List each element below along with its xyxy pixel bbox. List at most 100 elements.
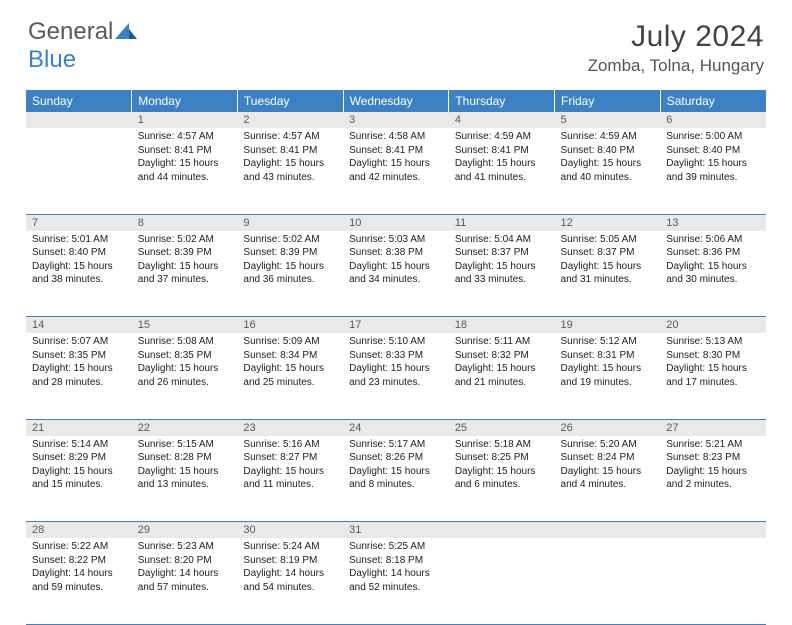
sunrise-text: Sunrise: 5:15 AM: [138, 438, 232, 452]
daylight-text: Daylight: 15 hours and 19 minutes.: [561, 362, 655, 389]
daynum-row: 78910111213: [26, 214, 766, 231]
weekday-header-row: Sunday Monday Tuesday Wednesday Thursday…: [26, 90, 766, 112]
sunset-text: Sunset: 8:40 PM: [561, 144, 655, 158]
calendar-table: Sunday Monday Tuesday Wednesday Thursday…: [26, 90, 766, 625]
sunset-text: Sunset: 8:41 PM: [349, 144, 443, 158]
day-number: 22: [132, 419, 238, 436]
sunset-text: Sunset: 8:24 PM: [561, 451, 655, 465]
day-number: [555, 522, 661, 539]
day-number: 7: [26, 214, 132, 231]
day-cell: Sunrise: 5:04 AMSunset: 8:37 PMDaylight:…: [449, 231, 555, 317]
daylight-text: Daylight: 15 hours and 26 minutes.: [138, 362, 232, 389]
sunset-text: Sunset: 8:41 PM: [138, 144, 232, 158]
sunrise-text: Sunrise: 5:22 AM: [32, 540, 126, 554]
day-cell: Sunrise: 4:57 AMSunset: 8:41 PMDaylight:…: [132, 128, 238, 214]
weekday-header: Tuesday: [237, 90, 343, 112]
day-cell: Sunrise: 5:20 AMSunset: 8:24 PMDaylight:…: [555, 436, 661, 522]
day-cell: Sunrise: 5:09 AMSunset: 8:34 PMDaylight:…: [237, 333, 343, 419]
day-cell: Sunrise: 5:01 AMSunset: 8:40 PMDaylight:…: [26, 231, 132, 317]
day-number: 6: [660, 112, 766, 128]
daylight-text: Daylight: 15 hours and 13 minutes.: [138, 465, 232, 492]
logo-text-2: Blue: [28, 46, 76, 74]
day-number: 26: [555, 419, 661, 436]
daylight-text: Daylight: 14 hours and 59 minutes.: [32, 567, 126, 594]
sunrise-text: Sunrise: 5:10 AM: [349, 335, 443, 349]
day-cell: Sunrise: 5:15 AMSunset: 8:28 PMDaylight:…: [132, 436, 238, 522]
day-cell: Sunrise: 5:02 AMSunset: 8:39 PMDaylight:…: [132, 231, 238, 317]
daylight-text: Daylight: 15 hours and 31 minutes.: [561, 260, 655, 287]
day-cell: [555, 538, 661, 624]
sunset-text: Sunset: 8:19 PM: [243, 554, 337, 568]
sunset-text: Sunset: 8:37 PM: [455, 246, 549, 260]
sunset-text: Sunset: 8:37 PM: [561, 246, 655, 260]
day-number: 17: [343, 317, 449, 334]
logo-triangle-icon: [115, 20, 137, 44]
day-number: 20: [660, 317, 766, 334]
sunset-text: Sunset: 8:39 PM: [243, 246, 337, 260]
day-number: 23: [237, 419, 343, 436]
day-number: 2: [237, 112, 343, 128]
day-number: 18: [449, 317, 555, 334]
sunset-text: Sunset: 8:20 PM: [138, 554, 232, 568]
weekday-header: Monday: [132, 90, 238, 112]
day-cell: Sunrise: 5:25 AMSunset: 8:18 PMDaylight:…: [343, 538, 449, 624]
daynum-row: 21222324252627: [26, 419, 766, 436]
sunrise-text: Sunrise: 5:02 AM: [138, 233, 232, 247]
logo: General: [28, 20, 137, 44]
day-cell: Sunrise: 5:16 AMSunset: 8:27 PMDaylight:…: [237, 436, 343, 522]
sunset-text: Sunset: 8:41 PM: [455, 144, 549, 158]
daynum-row: 123456: [26, 112, 766, 128]
day-cell: Sunrise: 5:11 AMSunset: 8:32 PMDaylight:…: [449, 333, 555, 419]
sunset-text: Sunset: 8:29 PM: [32, 451, 126, 465]
day-cell: Sunrise: 5:03 AMSunset: 8:38 PMDaylight:…: [343, 231, 449, 317]
day-number: 21: [26, 419, 132, 436]
week-row: Sunrise: 5:22 AMSunset: 8:22 PMDaylight:…: [26, 538, 766, 624]
daylight-text: Daylight: 15 hours and 2 minutes.: [666, 465, 760, 492]
daynum-row: 14151617181920: [26, 317, 766, 334]
day-number: 15: [132, 317, 238, 334]
sunset-text: Sunset: 8:32 PM: [455, 349, 549, 363]
day-cell: Sunrise: 4:57 AMSunset: 8:41 PMDaylight:…: [237, 128, 343, 214]
daylight-text: Daylight: 15 hours and 38 minutes.: [32, 260, 126, 287]
sunset-text: Sunset: 8:34 PM: [243, 349, 337, 363]
sunset-text: Sunset: 8:27 PM: [243, 451, 337, 465]
day-cell: Sunrise: 5:22 AMSunset: 8:22 PMDaylight:…: [26, 538, 132, 624]
day-number: 10: [343, 214, 449, 231]
day-number: [660, 522, 766, 539]
sunset-text: Sunset: 8:36 PM: [666, 246, 760, 260]
day-number: [449, 522, 555, 539]
daylight-text: Daylight: 15 hours and 8 minutes.: [349, 465, 443, 492]
sunset-text: Sunset: 8:35 PM: [32, 349, 126, 363]
sunrise-text: Sunrise: 4:57 AM: [138, 130, 232, 144]
week-row: Sunrise: 5:01 AMSunset: 8:40 PMDaylight:…: [26, 231, 766, 317]
sunrise-text: Sunrise: 5:13 AM: [666, 335, 760, 349]
sunrise-text: Sunrise: 5:21 AM: [666, 438, 760, 452]
sunrise-text: Sunrise: 5:25 AM: [349, 540, 443, 554]
weekday-header: Thursday: [449, 90, 555, 112]
sunset-text: Sunset: 8:33 PM: [349, 349, 443, 363]
sunrise-text: Sunrise: 5:20 AM: [561, 438, 655, 452]
sunrise-text: Sunrise: 5:12 AM: [561, 335, 655, 349]
daylight-text: Daylight: 15 hours and 11 minutes.: [243, 465, 337, 492]
daylight-text: Daylight: 15 hours and 21 minutes.: [455, 362, 549, 389]
day-cell: Sunrise: 5:12 AMSunset: 8:31 PMDaylight:…: [555, 333, 661, 419]
sunrise-text: Sunrise: 5:03 AM: [349, 233, 443, 247]
sunset-text: Sunset: 8:38 PM: [349, 246, 443, 260]
daylight-text: Daylight: 15 hours and 42 minutes.: [349, 157, 443, 184]
daylight-text: Daylight: 15 hours and 40 minutes.: [561, 157, 655, 184]
daylight-text: Daylight: 15 hours and 4 minutes.: [561, 465, 655, 492]
day-cell: Sunrise: 5:13 AMSunset: 8:30 PMDaylight:…: [660, 333, 766, 419]
day-number: 30: [237, 522, 343, 539]
day-number: 31: [343, 522, 449, 539]
day-cell: Sunrise: 5:02 AMSunset: 8:39 PMDaylight:…: [237, 231, 343, 317]
daylight-text: Daylight: 15 hours and 28 minutes.: [32, 362, 126, 389]
sunrise-text: Sunrise: 5:01 AM: [32, 233, 126, 247]
sunrise-text: Sunrise: 5:06 AM: [666, 233, 760, 247]
sunrise-text: Sunrise: 5:11 AM: [455, 335, 549, 349]
day-number: 4: [449, 112, 555, 128]
sunrise-text: Sunrise: 4:57 AM: [243, 130, 337, 144]
daylight-text: Daylight: 15 hours and 43 minutes.: [243, 157, 337, 184]
sunrise-text: Sunrise: 5:08 AM: [138, 335, 232, 349]
weekday-header: Wednesday: [343, 90, 449, 112]
day-number: 27: [660, 419, 766, 436]
